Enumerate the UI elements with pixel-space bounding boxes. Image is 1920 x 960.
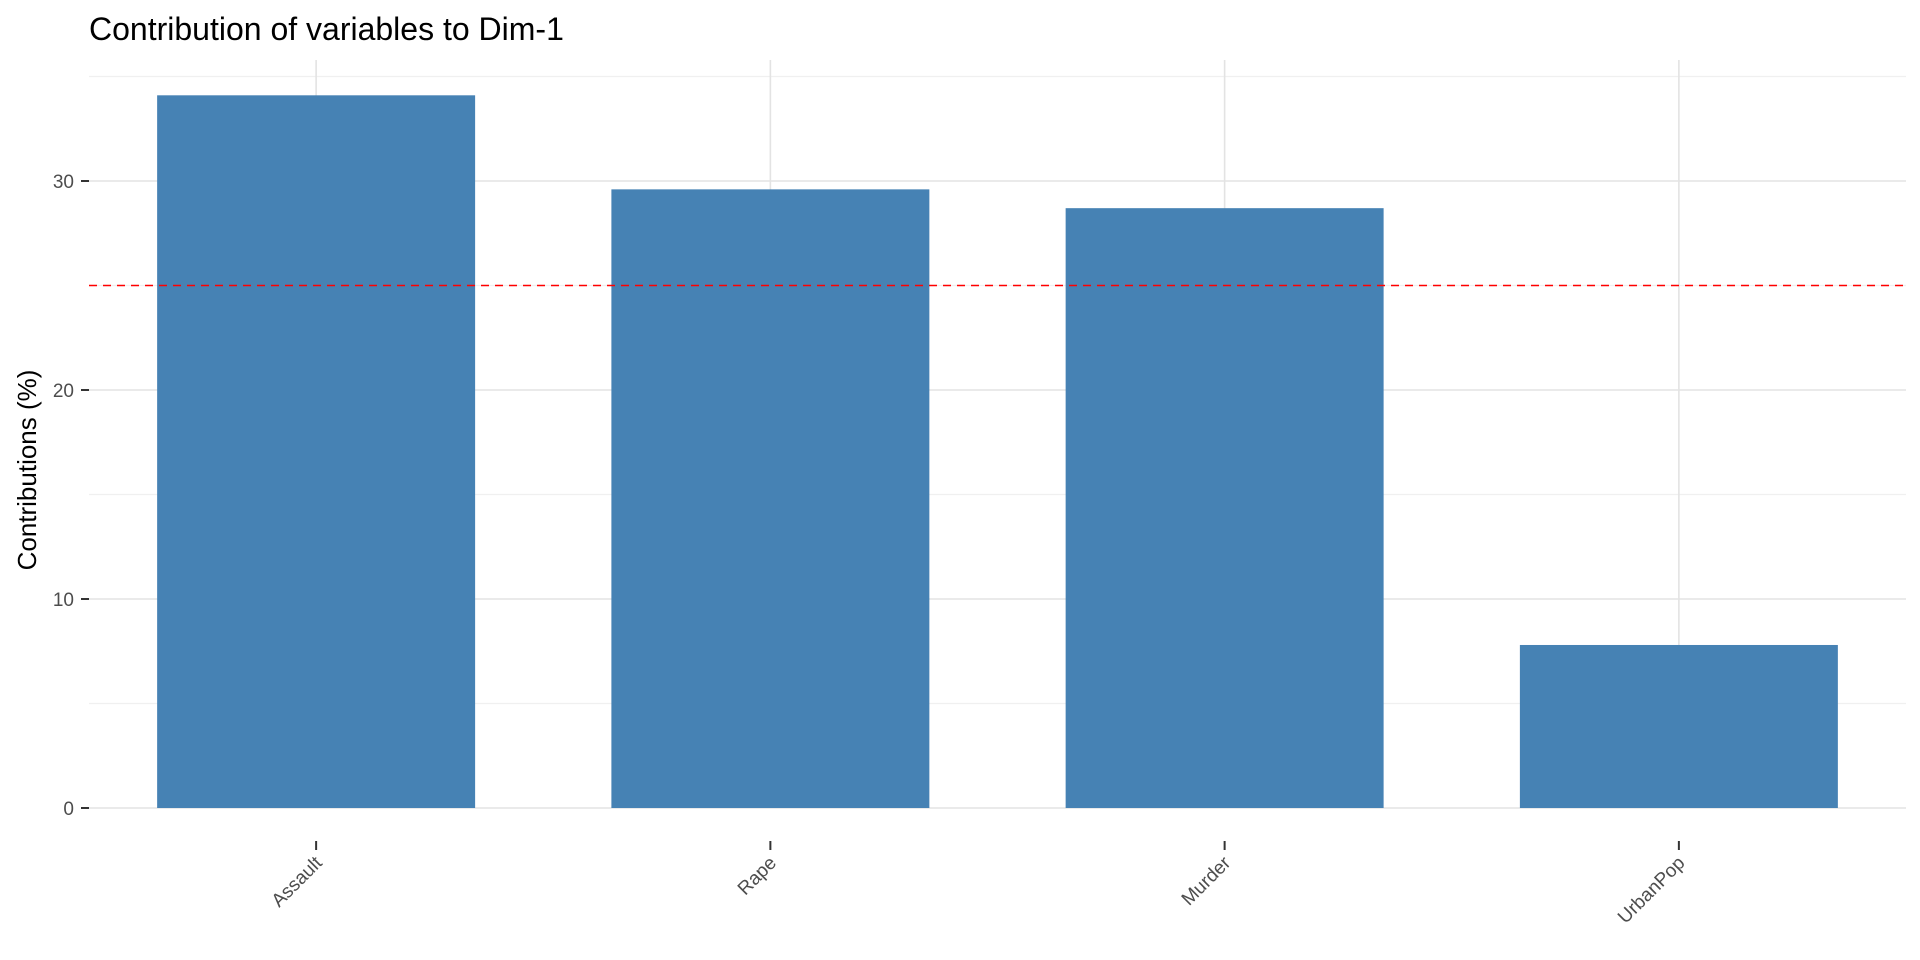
y-tick-label: 20 [53,381,74,402]
y-tick-label: 30 [53,172,74,193]
x-tick-label: Assault [268,852,327,911]
bars [157,95,1838,809]
y-tick-label: 0 [63,799,74,820]
bar-murder [1065,208,1384,809]
x-tick-label: UrbanPop [1614,853,1689,928]
x-tick-label: Murder [1178,852,1236,910]
bar-urbanpop [1519,644,1838,808]
bar-rape [611,189,930,809]
chart-title: Contribution of variables to Dim-1 [89,11,564,47]
y-tick-label: 10 [53,590,74,611]
y-axis-title: Contributions (%) [12,370,42,571]
bar-assault [157,95,476,808]
x-tick-label: Rape [734,853,781,900]
